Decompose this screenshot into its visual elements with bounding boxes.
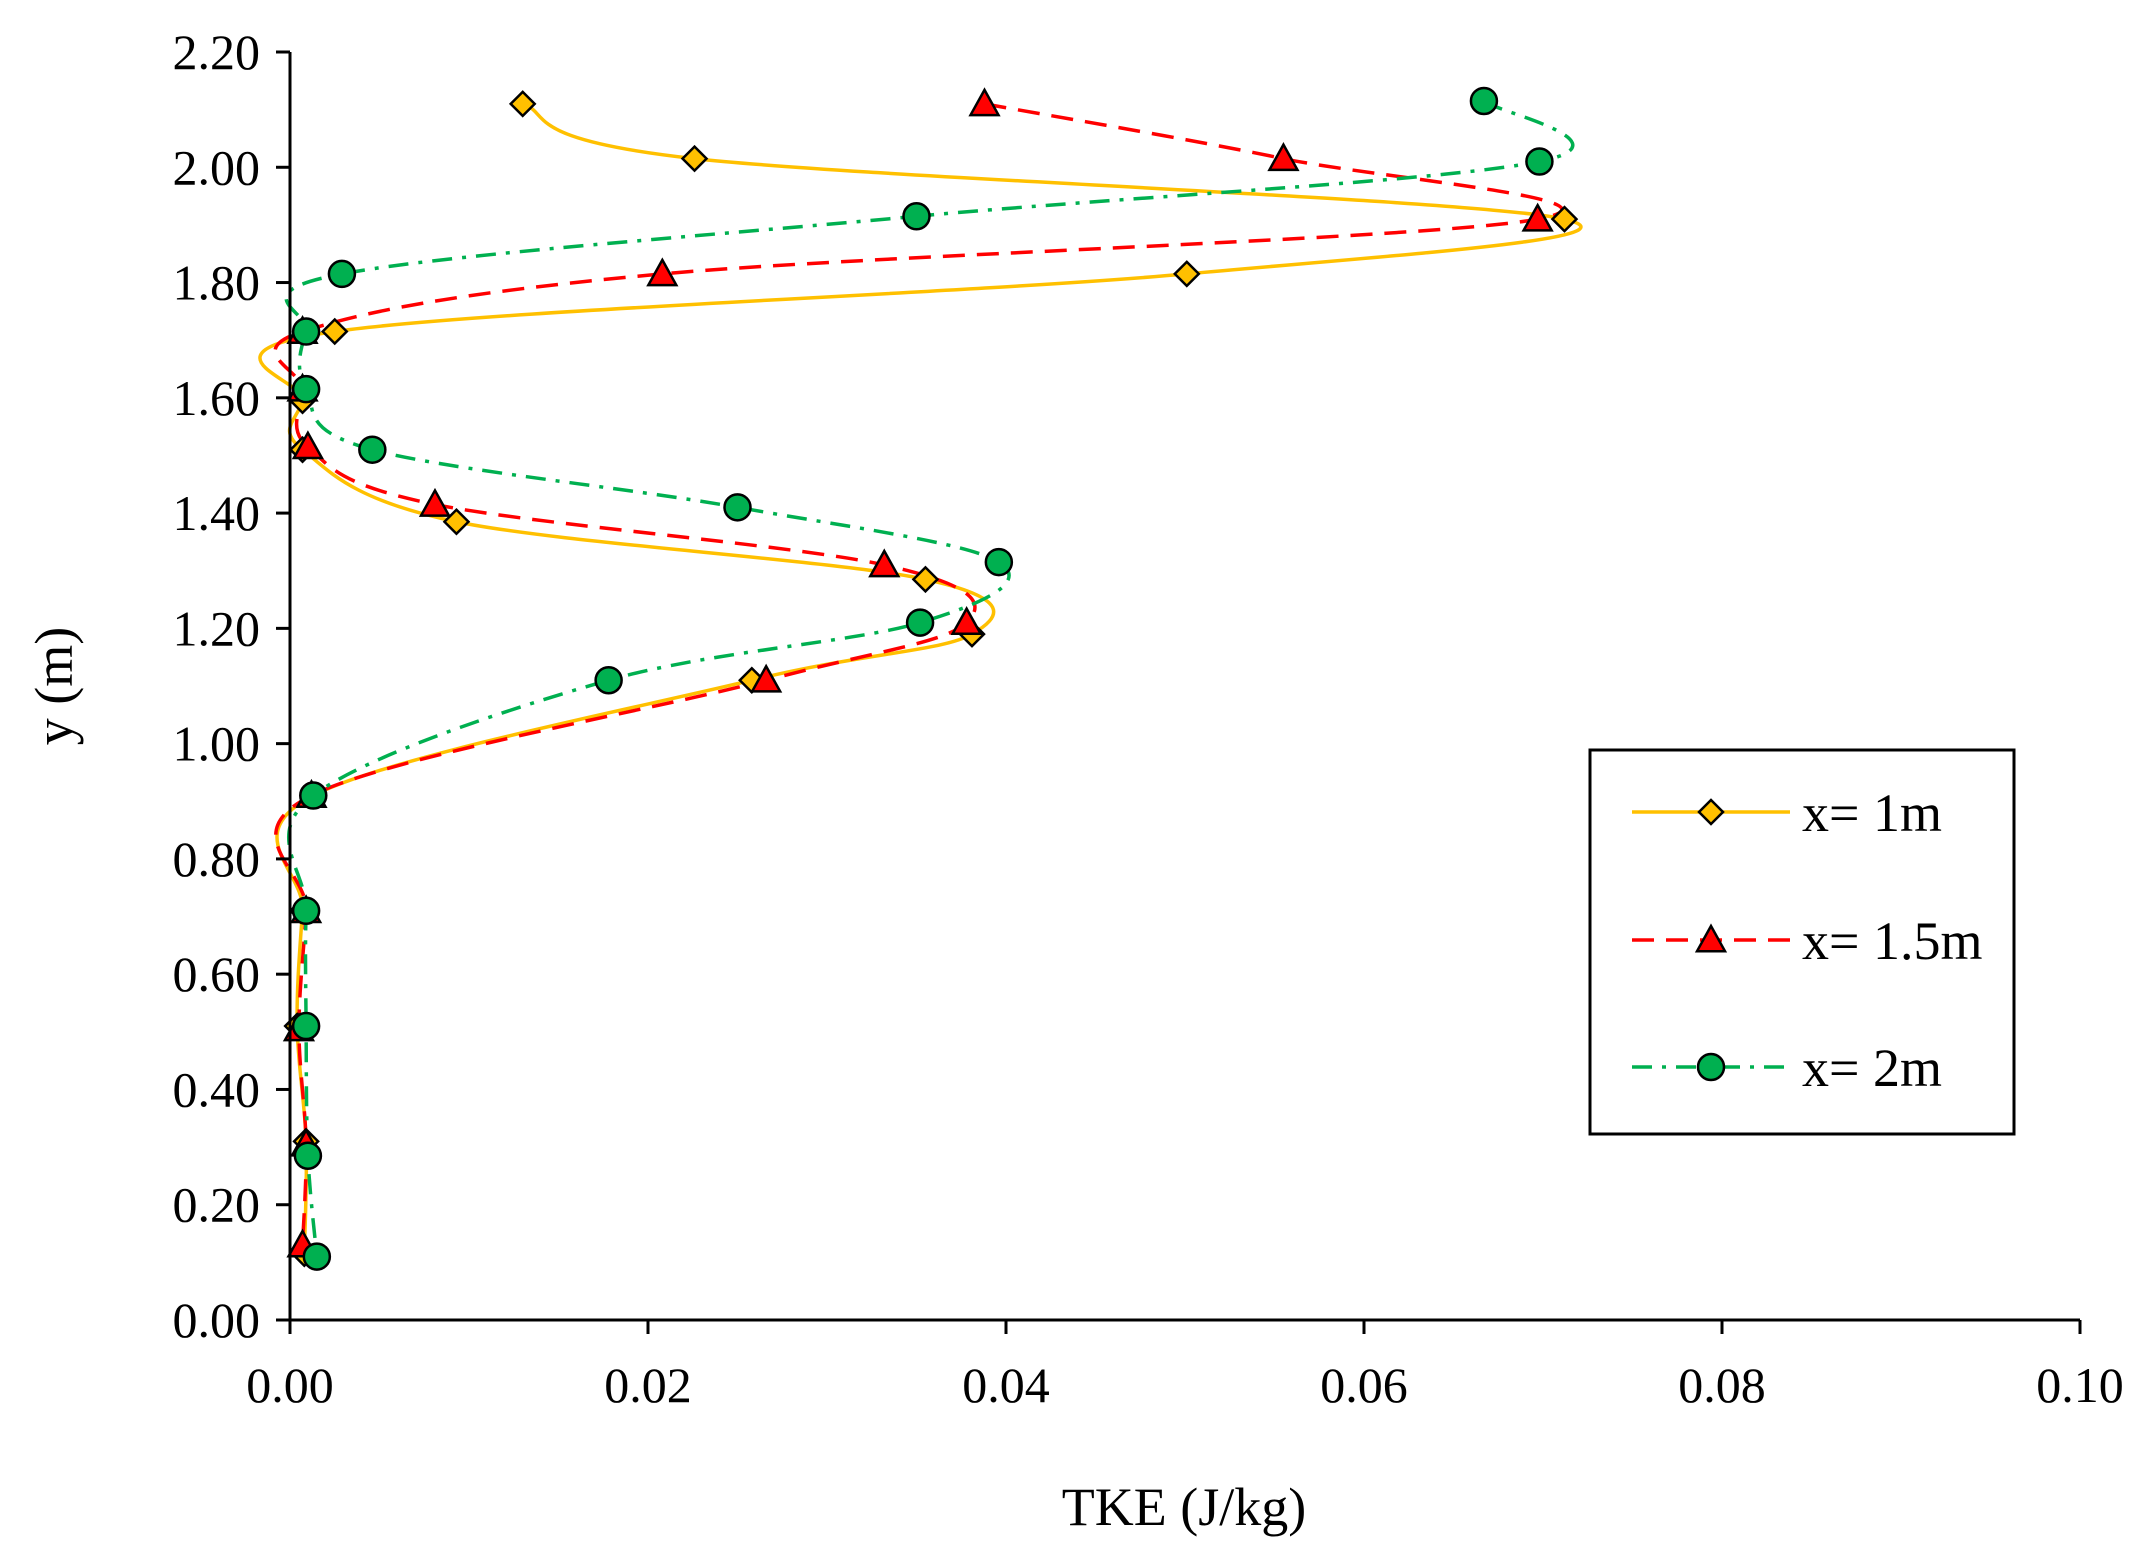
legend-marker — [1694, 923, 1728, 953]
series-1 — [258, 102, 1583, 1254]
y-tick-label: 1.00 — [173, 716, 261, 772]
legend-marker — [1696, 1052, 1726, 1082]
data-point — [680, 144, 709, 173]
x-tick-label: 0.04 — [962, 1357, 1050, 1413]
data-point — [291, 1011, 321, 1041]
x-tick-label: 0.00 — [246, 1357, 334, 1413]
x-tick-label: 0.02 — [604, 1357, 692, 1413]
data-point — [1469, 86, 1499, 116]
data-point — [902, 202, 931, 231]
data-point — [291, 896, 321, 926]
legend-box — [1588, 748, 2016, 1136]
y-tick-label: 1.80 — [173, 255, 261, 311]
data-point — [1173, 260, 1201, 288]
legend-label: x= 2m — [1802, 1038, 1942, 1098]
x-tick-label: 0.10 — [2036, 1357, 2124, 1413]
data-point — [293, 1141, 323, 1170]
data-point — [1267, 142, 1300, 172]
data-point — [594, 665, 623, 695]
y-tick-label: 1.40 — [173, 485, 261, 541]
legend-marker — [1697, 798, 1725, 826]
data-point — [1550, 205, 1579, 233]
data-point — [646, 257, 679, 287]
x-tick-label: 0.08 — [1678, 1357, 1766, 1413]
x-ticks: 0.00 0.02 0.04 0.06 0.08 0.10 — [246, 1320, 2124, 1413]
y-tick-label: 1.20 — [173, 600, 261, 656]
y-tick-label: 0.00 — [173, 1292, 261, 1348]
series-3 — [284, 99, 1575, 1257]
data-point — [291, 430, 325, 460]
data-point — [327, 259, 357, 289]
data-point — [358, 435, 387, 464]
data-point — [1525, 147, 1554, 176]
legend-entries: x= 1m x= 1.5m x= 2m — [1632, 783, 1982, 1098]
data-point — [723, 493, 752, 522]
data-point — [508, 90, 537, 118]
series-2 — [273, 102, 1564, 1246]
y-tick-label: 2.00 — [173, 139, 261, 195]
data-point — [905, 608, 935, 637]
y-ticks: 0.00 0.20 0.40 0.60 0.80 1.00 1.20 1.40 1.60 1.80… — [173, 24, 290, 1348]
legend: x= 1m x= 1.5m x= 2m — [1588, 748, 2016, 1136]
legend-entry-3: x= 2m — [1632, 1038, 1942, 1098]
legend-entry-2: x= 1.5m — [1632, 911, 1982, 971]
y-tick-label: 2.20 — [173, 24, 261, 80]
y-tick-label: 1.60 — [173, 370, 261, 426]
series-line — [273, 102, 1564, 1246]
data-point — [291, 374, 321, 404]
series-line — [258, 102, 1583, 1254]
y-tick-label: 0.40 — [173, 1061, 261, 1117]
data-point — [1521, 202, 1554, 232]
data-point — [320, 317, 349, 346]
data-point — [968, 87, 1001, 117]
legend-entry-1: x= 1m — [1632, 783, 1942, 843]
series-layer — [258, 86, 1583, 1271]
series-line — [284, 99, 1575, 1257]
data-point — [868, 548, 901, 578]
legend-label: x= 1m — [1802, 783, 1942, 843]
y-axis-title: y (m) — [24, 627, 84, 745]
x-tick-label: 0.06 — [1320, 1357, 1408, 1413]
data-point — [418, 487, 452, 517]
data-point — [750, 663, 783, 693]
series-2-markers — [282, 87, 1554, 1258]
data-point — [291, 317, 321, 346]
data-point — [302, 1242, 332, 1271]
y-tick-label: 0.60 — [173, 946, 261, 1002]
data-point — [950, 606, 983, 636]
series-1-markers — [283, 90, 1579, 1268]
y-tick-label: 0.20 — [173, 1177, 261, 1233]
series-3-markers — [291, 86, 1554, 1271]
x-axis-title: TKE (J/kg) — [1062, 1477, 1306, 1537]
data-point — [984, 547, 1014, 577]
data-point — [911, 565, 940, 594]
plot-area: 0.00 0.20 0.40 0.60 0.80 1.00 1.20 1.40 1.60 1.80… — [173, 24, 2124, 1413]
data-point — [299, 781, 328, 810]
y-tick-label: 0.80 — [173, 831, 261, 887]
legend-label: x= 1.5m — [1802, 911, 1982, 971]
